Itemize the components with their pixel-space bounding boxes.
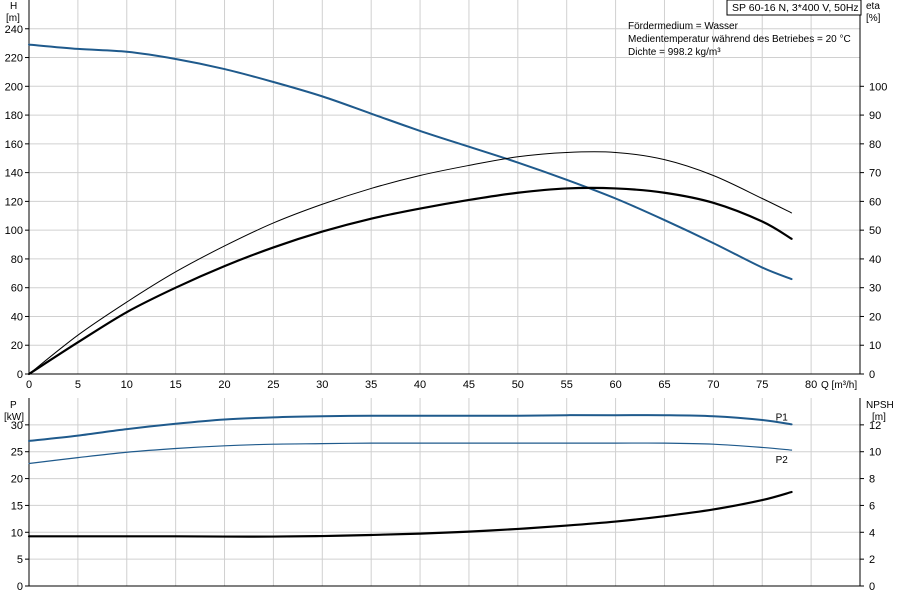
right-tick-label: 10 bbox=[869, 340, 881, 352]
left-tick-label: 60 bbox=[11, 283, 23, 295]
upper-grid bbox=[28, 0, 861, 375]
x-tick-label: 55 bbox=[561, 379, 573, 391]
left-tick-label: 0 bbox=[17, 581, 23, 593]
right-tick-label: 0 bbox=[869, 369, 875, 381]
x-tick-label: 5 bbox=[75, 379, 81, 391]
left-tick-label: 240 bbox=[5, 24, 23, 36]
info-line-density: Dichte = 998.2 kg/m³ bbox=[628, 47, 721, 58]
x-tick-label: 30 bbox=[316, 379, 328, 391]
x-tick-label: 80 bbox=[805, 379, 817, 391]
left-tick-label: 100 bbox=[5, 225, 23, 237]
upper-tick-labels: 0204060801001201401601802002202400102030… bbox=[5, 24, 888, 391]
right-tick-label: 30 bbox=[869, 283, 881, 295]
x-axis-label: Q [m³/h] bbox=[821, 380, 857, 391]
right-tick-label: 60 bbox=[869, 196, 881, 208]
curve-eta-bold bbox=[27, 186, 793, 376]
lower-left-axis-unit: [kW] bbox=[4, 412, 24, 423]
lower-curves bbox=[27, 414, 793, 538]
right-tick-label: 50 bbox=[869, 225, 881, 237]
curve-head bbox=[28, 43, 793, 281]
curve-p1 bbox=[28, 414, 793, 442]
upper-right-axis-label: eta bbox=[866, 1, 880, 12]
x-tick-label: 0 bbox=[26, 379, 32, 391]
right-tick-label: 80 bbox=[869, 139, 881, 151]
right-tick-label: 0 bbox=[869, 581, 875, 593]
x-tick-label: 65 bbox=[658, 379, 670, 391]
left-tick-label: 30 bbox=[11, 420, 23, 432]
upper-right-axis-unit: [%] bbox=[866, 13, 881, 24]
upper-curves bbox=[27, 43, 793, 376]
x-tick-label: 10 bbox=[121, 379, 133, 391]
info-box: Fördermedium = Wasser Medientemperatur w… bbox=[628, 21, 851, 58]
left-tick-label: 20 bbox=[11, 340, 23, 352]
left-tick-label: 5 bbox=[17, 554, 23, 566]
left-tick-label: 25 bbox=[11, 447, 23, 459]
left-tick-label: 140 bbox=[5, 168, 23, 180]
x-tick-label: 45 bbox=[463, 379, 475, 391]
left-tick-label: 0 bbox=[17, 369, 23, 381]
series-label-p1: P1 bbox=[776, 412, 789, 423]
curve-eta-thin bbox=[28, 151, 793, 375]
right-tick-label: 10 bbox=[869, 447, 881, 459]
right-tick-label: 20 bbox=[869, 311, 881, 323]
x-tick-label: 50 bbox=[512, 379, 524, 391]
left-tick-label: 10 bbox=[11, 527, 23, 539]
series-labels: P1 P2 bbox=[776, 412, 789, 466]
lower-right-axis-unit: [m] bbox=[872, 412, 886, 423]
right-tick-label: 4 bbox=[869, 527, 875, 539]
right-tick-label: 100 bbox=[869, 81, 887, 93]
x-tick-label: 20 bbox=[218, 379, 230, 391]
info-line-medium: Fördermedium = Wasser bbox=[628, 21, 739, 32]
right-tick-label: 90 bbox=[869, 110, 881, 122]
upper-left-axis-label: H bbox=[10, 1, 17, 12]
left-tick-label: 20 bbox=[11, 474, 23, 486]
right-tick-label: 12 bbox=[869, 420, 881, 432]
left-tick-label: 160 bbox=[5, 139, 23, 151]
title-text: SP 60-16 N, 3*400 V, 50Hz bbox=[732, 2, 859, 14]
left-tick-label: 80 bbox=[11, 254, 23, 266]
left-tick-label: 120 bbox=[5, 196, 23, 208]
curve-p2 bbox=[28, 442, 793, 465]
series-label-p2: P2 bbox=[776, 455, 789, 466]
left-tick-label: 200 bbox=[5, 81, 23, 93]
x-tick-label: 70 bbox=[707, 379, 719, 391]
x-tick-label: 15 bbox=[170, 379, 182, 391]
x-tick-label: 75 bbox=[756, 379, 768, 391]
x-tick-label: 35 bbox=[365, 379, 377, 391]
right-tick-label: 6 bbox=[869, 500, 875, 512]
right-tick-label: 40 bbox=[869, 254, 881, 266]
lower-right-axis-label: NPSH bbox=[866, 400, 894, 411]
upper-left-axis-unit: [m] bbox=[6, 13, 20, 24]
x-tick-label: 25 bbox=[267, 379, 279, 391]
title-box bbox=[726, 0, 862, 16]
lower-tick-labels: 0 5 10 15 20 25 30 0 2 4 6 8 10 12 bbox=[11, 420, 882, 593]
right-tick-label: 8 bbox=[869, 474, 875, 486]
info-line-temperature: Medientemperatur während des Betriebes =… bbox=[628, 34, 851, 45]
left-tick-label: 40 bbox=[11, 311, 23, 323]
curve-npsh bbox=[27, 490, 793, 538]
right-tick-label: 2 bbox=[869, 554, 875, 566]
left-tick-label: 15 bbox=[11, 500, 23, 512]
right-tick-label: 70 bbox=[869, 168, 881, 180]
x-tick-label: 60 bbox=[609, 379, 621, 391]
lower-left-axis-label: P bbox=[10, 400, 17, 411]
x-tick-label: 40 bbox=[414, 379, 426, 391]
left-tick-label: 180 bbox=[5, 110, 23, 122]
left-tick-label: 220 bbox=[5, 53, 23, 65]
